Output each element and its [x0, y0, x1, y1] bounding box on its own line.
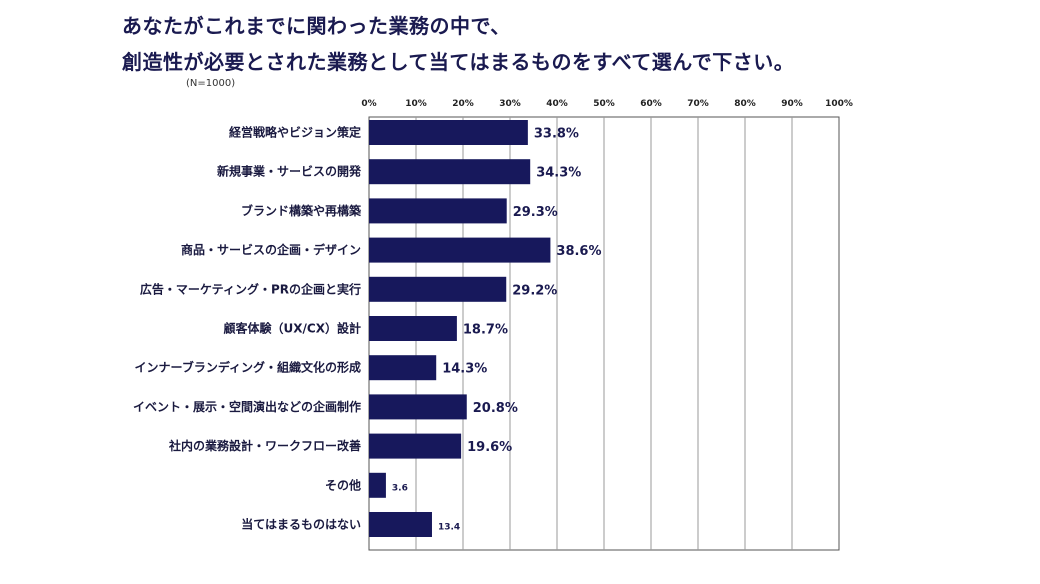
bar [369, 198, 507, 224]
category-label: 経営戦略やビジョン策定 [229, 125, 361, 140]
bar [369, 316, 457, 341]
category-label: 顧客体験（UX/CX）設計 [224, 321, 361, 336]
bar [369, 472, 386, 498]
data-label: 34.3% [536, 166, 581, 181]
category-label: イベント・展示・空間演出などの企画制作 [133, 399, 361, 414]
category-label: 社内の業務設計・ワークフロー改善 [168, 438, 361, 453]
x-tick-label: 80% [734, 99, 756, 109]
bar [369, 237, 551, 263]
data-label: 29.3% [513, 205, 558, 220]
x-tick-label: 90% [781, 99, 803, 109]
bar [369, 276, 507, 302]
chart-title: あなたがこれまでに関わった業務の中で、 創造性が必要とされた業務として当てはまる… [122, 8, 794, 80]
category-label: その他 [325, 477, 361, 492]
x-tick-label: 0% [361, 99, 376, 109]
bar [369, 120, 528, 145]
bar [369, 159, 531, 185]
x-tick-label: 20% [452, 99, 474, 109]
category-label: 当てはまるものはない [241, 517, 361, 532]
data-label: 13.4 [438, 523, 460, 533]
x-tick-label: 30% [499, 99, 521, 109]
data-label: 33.8% [534, 127, 579, 142]
category-label: インナーブランディング・組織文化の形成 [135, 360, 361, 375]
data-label: 29.2% [512, 283, 557, 298]
x-tick-label: 60% [640, 99, 662, 109]
data-label: 19.6% [467, 440, 512, 455]
x-tick-label: 70% [687, 99, 709, 109]
x-tick-label: 100% [825, 99, 853, 109]
x-tick-label: 10% [405, 99, 427, 109]
bar [369, 512, 432, 537]
data-label: 14.3% [442, 362, 487, 377]
category-label: 商品・サービスの企画・デザイン [181, 242, 361, 257]
category-label: 広告・マーケティング・PRの企画と実行 [140, 281, 361, 296]
title-line-2: 創造性が必要とされた業務として当てはまるものをすべて選んで下さい。 [122, 50, 795, 74]
data-label: 20.8% [473, 401, 518, 416]
x-tick-label: 50% [593, 99, 615, 109]
data-label: 38.6% [556, 244, 601, 259]
bar [369, 433, 462, 459]
title-line-1: あなたがこれまでに関わった業務の中で、 [122, 14, 511, 38]
bar [369, 394, 467, 420]
category-label: 新規事業・サービスの開発 [217, 164, 362, 179]
bar [369, 355, 437, 381]
data-label: 3.6 [392, 483, 408, 493]
data-label: 18.7% [463, 323, 508, 338]
x-tick-label: 40% [546, 99, 568, 109]
category-label: ブランド構築や再構築 [241, 203, 362, 218]
sample-size-note: (N=1000) [186, 78, 236, 89]
